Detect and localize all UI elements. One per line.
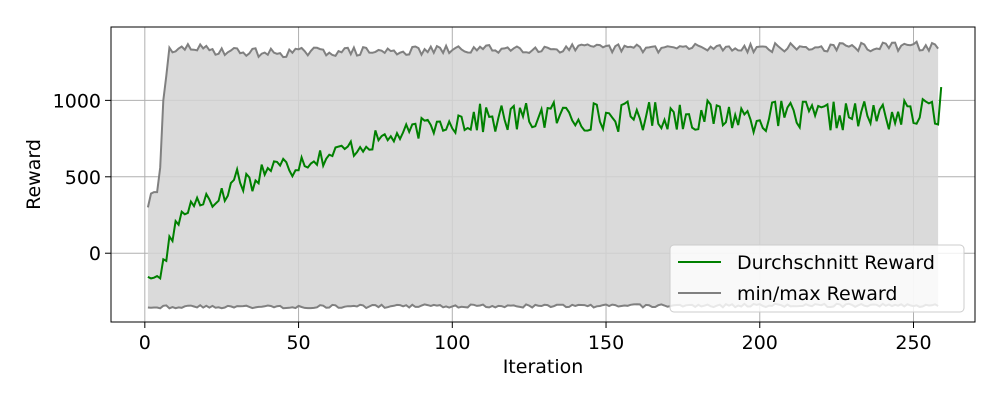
x-tick-label: 0	[139, 332, 151, 354]
plot-frame	[110, 26, 976, 323]
y-tick-label: 1000	[53, 90, 101, 112]
legend: Durchschnitt Reward min/max Reward	[669, 244, 965, 313]
legend-mean-label: Durchschnitt Reward	[737, 252, 935, 274]
x-axis-label: Iteration	[503, 356, 584, 378]
mean-reward-line	[147, 87, 943, 281]
x-tick-label: 250	[895, 332, 931, 354]
x-tick-label: 200	[742, 332, 778, 354]
legend-box	[669, 244, 965, 313]
x-tick-label: 150	[588, 332, 624, 354]
x-tick-label: 100	[434, 332, 470, 354]
y-tick-label: 0	[89, 243, 101, 265]
y-tick-label: 500	[65, 167, 101, 189]
x-tick-label: 50	[286, 332, 310, 354]
tick-layer: 0 50 100 150 200 250 0 500 1000	[53, 90, 932, 354]
y-axis-label: Reward	[23, 139, 45, 210]
max-reward-line	[146, 40, 939, 208]
legend-minmax-label: min/max Reward	[737, 283, 897, 305]
